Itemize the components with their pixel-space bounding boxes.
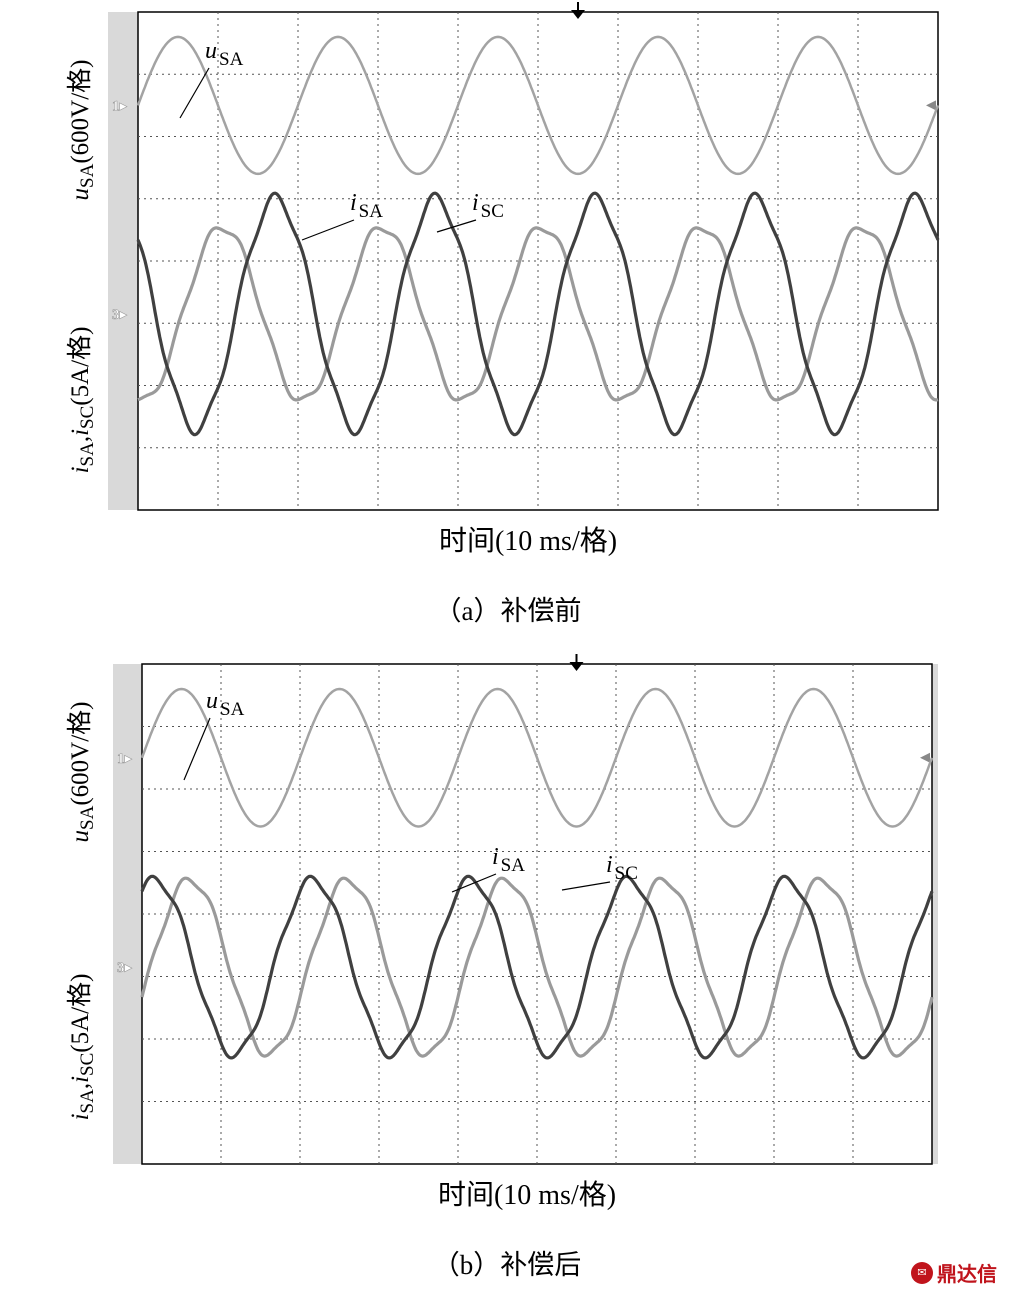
figure-caption: （b）补偿后 (433, 1250, 582, 1280)
ylabel-base-2: i (67, 1076, 94, 1083)
annotation-base: i (350, 190, 357, 216)
annotation-leader-iSA (451, 873, 497, 893)
ylabel-base-2: i (67, 429, 94, 436)
annotation-sub: SA (219, 49, 244, 70)
annotation-sub: SC (481, 201, 504, 222)
trigger-marker-icon (569, 662, 584, 671)
ylabel-base: u (67, 830, 94, 843)
annotation-leader-uSA (183, 717, 211, 781)
ylabel-base-1: i (67, 1113, 94, 1120)
y-axis-label-bottom: iSA,iSC(5A/格) (66, 327, 98, 474)
reference-arrow-icon (920, 752, 930, 763)
channel-marker-1: 1▸ (117, 751, 133, 767)
plot-area (141, 663, 933, 1165)
ylabel-unit-2: (5A/格) (66, 974, 94, 1053)
annotation-sub: SA (501, 855, 526, 876)
ylabel-sub-2: SC (77, 406, 98, 429)
annotation-iSA: i SA (492, 844, 525, 876)
trigger-marker-icon (571, 10, 585, 19)
ylabel-sub-1: SA (77, 442, 98, 467)
ylabel-sub-2: SC (77, 1053, 98, 1076)
scope-right-band (930, 664, 938, 1164)
y-axis-label-top: uSA(600V/格) (66, 702, 98, 843)
scope-left-band (108, 12, 138, 510)
channel-marker-3: 3▸ (117, 960, 133, 976)
annotation-iSC: i SC (472, 190, 504, 222)
watermark: ✉ 鼎达信 (911, 1258, 997, 1287)
ylabel-sub-1: SA (77, 1089, 98, 1114)
chart-panel-b: 1▸ 3▸ u SA i SA i SC uSA(600V/格) iSA,iSC(5A/格) 时间(… (0, 652, 1009, 1302)
ylabel-sub: SA (77, 163, 98, 188)
x-axis-label: 时间(10 ms/格) (439, 525, 617, 557)
series-line-iSA (137, 226, 939, 402)
watermark-logo-icon: ✉ (911, 1261, 933, 1284)
ylabel-unit: (600V/格) (66, 60, 94, 164)
annotation-sub: SA (359, 201, 384, 222)
chart-svg: 1▸3▸u SAi SA i SCuSA(600V/格)iSA,iSC(5A/格)时间(… (66, 2, 940, 626)
annotation-sub: SC (615, 863, 638, 884)
series-line-iSA (140, 876, 934, 1058)
ylabel-sub: SA (77, 805, 98, 830)
chart-svg: 1▸3▸u SAi SA i SCuSA(600V/格)iSA,iSC(5A/格)时间(… (66, 654, 938, 1280)
annotation-leader-uSA (179, 67, 210, 119)
watermark-text: 鼎达信 (937, 1262, 997, 1286)
ylabel-sep: , (67, 1083, 94, 1089)
reference-arrow-icon (926, 100, 936, 111)
annotation-base: i (492, 844, 499, 870)
y-axis-label-bottom: iSA,iSC(5A/格) (66, 974, 98, 1121)
x-axis-label: 时间(10 ms/格) (438, 1179, 616, 1211)
figure-caption: （a）补偿前 (435, 596, 582, 626)
annotation-leader-iSC (561, 881, 611, 891)
annotation-base: i (472, 190, 479, 216)
ylabel-unit-2: (5A/格) (66, 327, 94, 406)
ylabel-base-1: i (67, 466, 94, 473)
annotation-sub: SA (220, 699, 245, 720)
annotation-leader-iSC (436, 219, 477, 233)
channel-marker-3: 3▸ (112, 307, 128, 323)
annotation-base: u (205, 38, 217, 64)
annotation-base: i (606, 852, 613, 878)
annotation-uSA: u SA (205, 38, 244, 70)
series-line-iSC (136, 191, 940, 437)
annotation-leader-iSA (301, 219, 355, 241)
annotation-base: u (206, 688, 218, 714)
chart-panel-a: 1▸ 3▸ u SA i SA i SC uSA(600V/格) iSA,iSC(5A/格) 时间(… (0, 0, 1009, 650)
ylabel-sep: , (67, 436, 94, 442)
series-line-uSA (136, 35, 940, 176)
annotation-iSC: i SC (606, 852, 638, 884)
ylabel-unit: (600V/格) (66, 702, 94, 806)
annotation-iSA: i SA (350, 190, 383, 222)
series-line-uSA (140, 687, 934, 828)
y-axis-label-top: uSA(600V/格) (66, 60, 98, 201)
scope-left-band (113, 664, 142, 1164)
ylabel-base: u (67, 188, 94, 201)
annotation-uSA: u SA (206, 688, 245, 720)
series-line-iSC (140, 874, 934, 1060)
channel-marker-1: 1▸ (112, 98, 128, 114)
